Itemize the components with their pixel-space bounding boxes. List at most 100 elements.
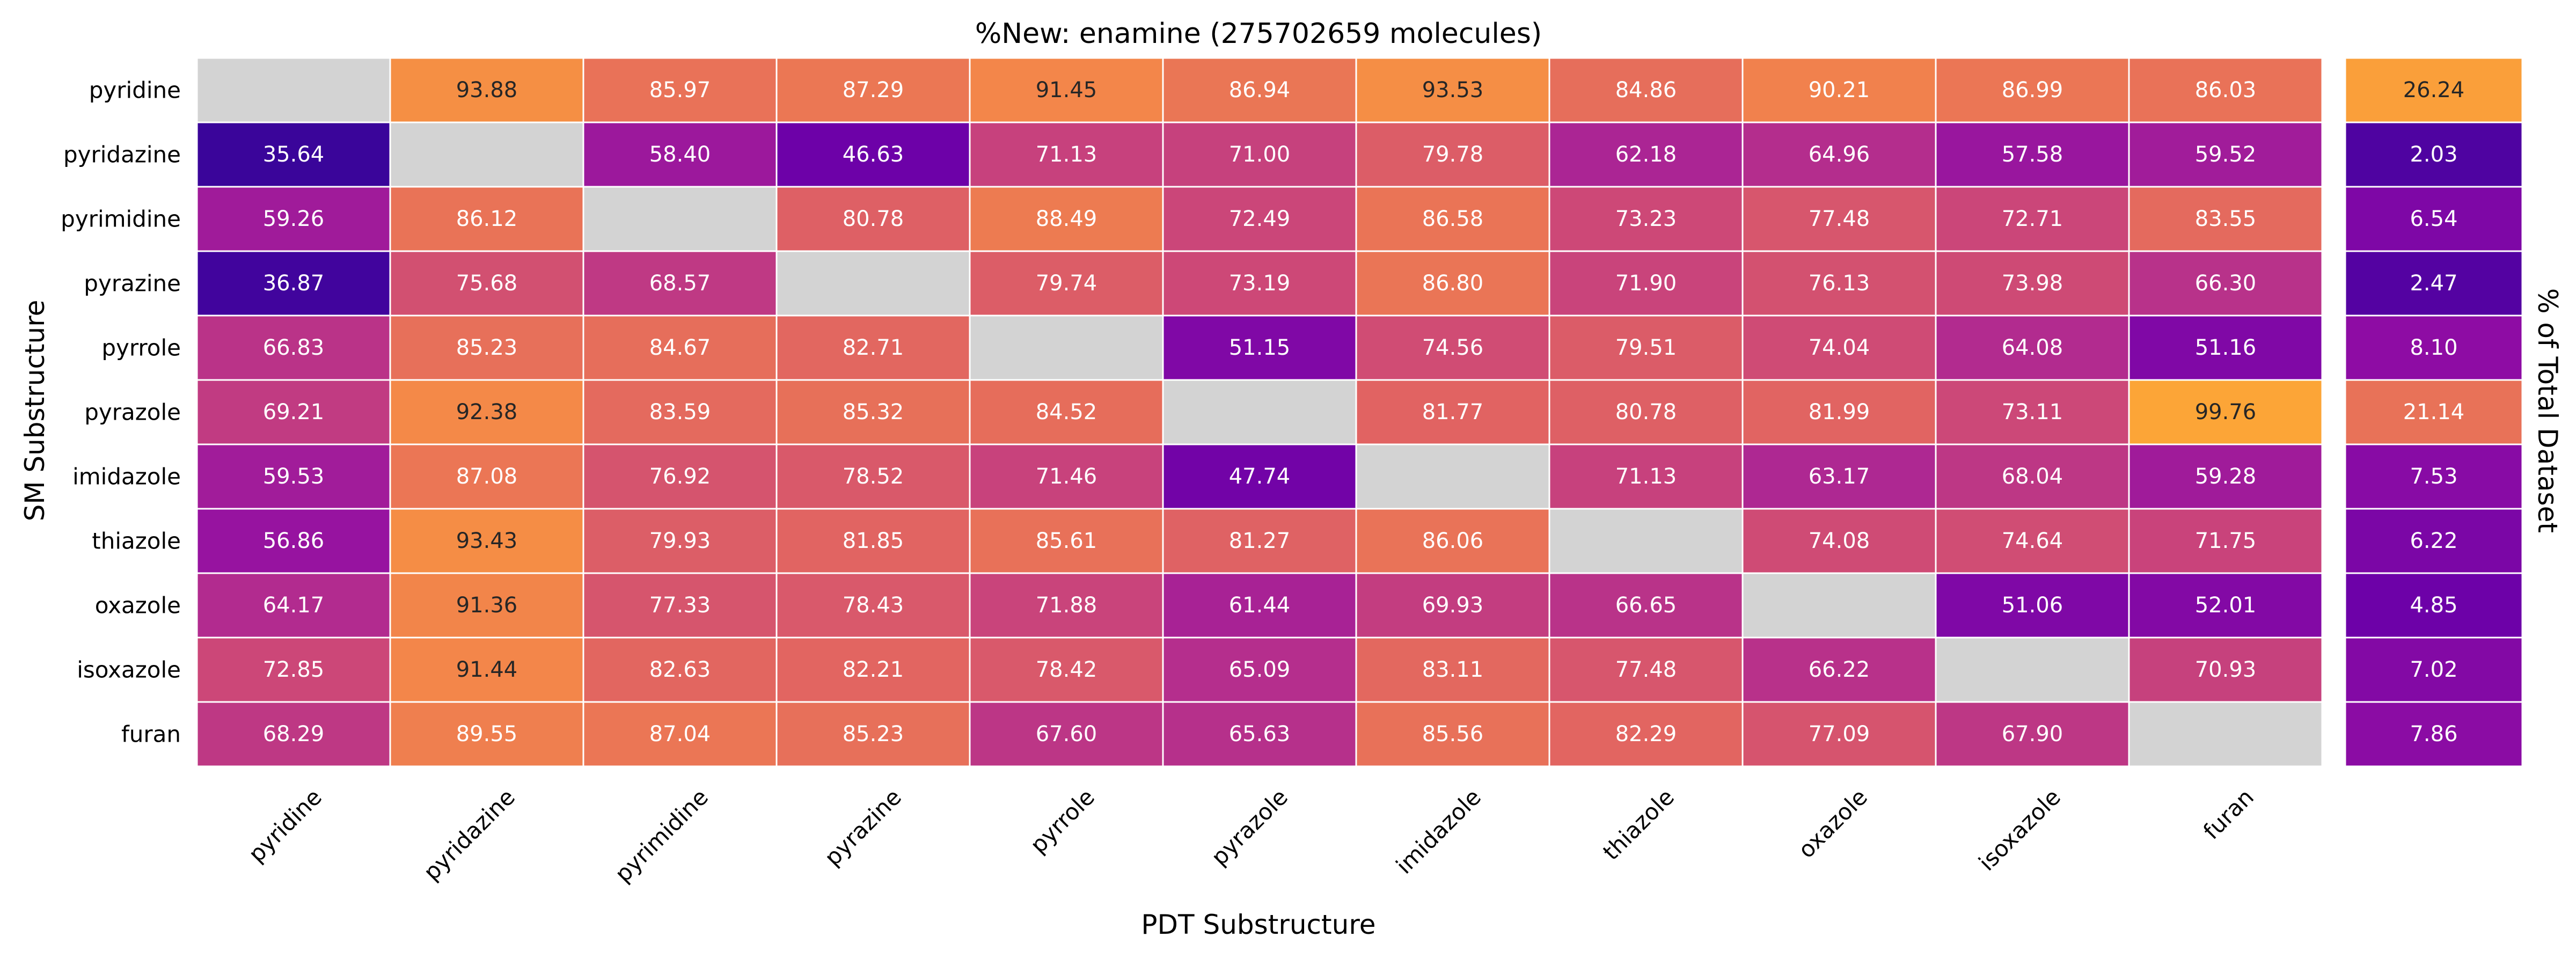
cell-value-label: 82.63 (649, 657, 711, 682)
cell-value-label: 56.86 (263, 529, 325, 553)
column-tick-label: pyrrole (1025, 784, 1100, 858)
cell-value-label: 72.85 (263, 657, 325, 682)
cell-value-label: 77.48 (1615, 657, 1677, 682)
heatmap-cell (775, 636, 971, 703)
cell-value-label: 81.27 (1229, 529, 1291, 553)
cell-value-label: 47.74 (1229, 464, 1291, 489)
column-tick-label: imidazole (1391, 784, 1486, 879)
cell-value-label: 75.68 (456, 271, 518, 296)
heatmap-cell (969, 508, 1164, 574)
heatmap-cell (1741, 508, 1937, 574)
cell-value-label: 64.08 (2002, 335, 2063, 360)
heatmap-cell (1548, 121, 1744, 188)
heatmap-cell (1548, 572, 1744, 639)
cell-value-label: 86.58 (1422, 207, 1484, 231)
side-cell-value-label: 7.53 (2410, 464, 2457, 489)
cell-value-label: 71.13 (1036, 142, 1097, 167)
column-tick-label: pyrimidine (610, 784, 713, 887)
cell-value-label: 82.21 (843, 657, 904, 682)
cell-value-label: 92.38 (456, 400, 518, 425)
row-tick-label: pyrazine (84, 270, 181, 297)
heatmap-cell (1935, 314, 2130, 381)
side-heatmap-cell (2344, 379, 2523, 445)
cell-value-label: 71.88 (1036, 593, 1097, 618)
heatmap-cell (775, 572, 971, 639)
side-cell-value-label: 21.14 (2403, 400, 2465, 425)
side-cell-value-label: 6.54 (2410, 207, 2457, 231)
row-tick-label: furan (121, 721, 181, 748)
cell-value-label: 86.94 (1229, 78, 1291, 103)
heatmap-cell (1355, 572, 1550, 639)
heatmap-cell-missing (1548, 508, 1744, 574)
column-tick-label: pyridazine (419, 784, 521, 885)
heatmap-cell (775, 186, 971, 252)
side-cell-value-label: 4.85 (2410, 593, 2457, 618)
cell-value-label: 71.13 (1615, 464, 1677, 489)
heatmap-cell (1355, 508, 1550, 574)
heatmap-cell (1935, 250, 2130, 317)
heatmap-cell (2128, 508, 2323, 574)
heatmap-cell (196, 443, 391, 510)
side-heatmap-cell (2344, 250, 2523, 317)
heatmap-cell (196, 572, 391, 639)
cell-value-label: 59.26 (263, 207, 325, 231)
cell-value-label: 58.40 (649, 142, 711, 167)
cell-value-label: 68.29 (263, 722, 325, 747)
heatmap-cell (1355, 379, 1550, 445)
cell-value-label: 62.18 (1615, 142, 1677, 167)
cell-value-label: 78.43 (843, 593, 904, 618)
heatmap-cell (1548, 701, 1744, 767)
heatmap-cell (775, 508, 971, 574)
heatmap-cell (2128, 572, 2323, 639)
side-cell-value-label: 8.10 (2410, 335, 2457, 360)
heatmap-cell (1355, 636, 1550, 703)
cell-value-label: 57.58 (2002, 142, 2063, 167)
cell-value-label: 83.55 (2195, 207, 2257, 231)
cell-value-label: 86.03 (2195, 78, 2257, 103)
heatmap-cell (196, 636, 391, 703)
cell-value-label: 78.52 (843, 464, 904, 489)
side-heatmap-column: 26.24 2.03 6.54 2.47 8.10 21.14 7.53 6.22 4.85 7.… (2344, 57, 2523, 767)
cell-value-label: 74.08 (1809, 529, 1870, 553)
cell-value-label: 59.53 (263, 464, 325, 489)
cell-value-label: 65.09 (1229, 657, 1291, 682)
side-heatmap-cell (2344, 572, 2523, 639)
cell-value-label: 83.11 (1422, 657, 1484, 682)
heatmap-cell (1548, 636, 1744, 703)
heatmap-cell (389, 508, 584, 574)
side-cell-value-label: 6.22 (2410, 529, 2457, 553)
column-tick-label: oxazole (1793, 784, 1872, 863)
heatmap-cell (1935, 508, 2130, 574)
cell-value-label: 82.29 (1615, 722, 1677, 747)
heatmap-cell (389, 57, 584, 123)
side-cell-value-label: 7.86 (2410, 722, 2457, 747)
heatmap-cell (1548, 443, 1744, 510)
cell-value-label: 84.52 (1036, 400, 1097, 425)
cell-value-label: 93.53 (1422, 78, 1484, 103)
cell-value-label: 81.77 (1422, 400, 1484, 425)
cell-value-label: 35.64 (263, 142, 325, 167)
column-tick-label: pyridine (243, 784, 327, 867)
heatmap-cell (389, 314, 584, 381)
cell-value-label: 71.00 (1229, 142, 1291, 167)
heatmap-cell-missing (582, 186, 778, 252)
y-axis-label: SM Substructure (19, 300, 50, 522)
heatmap-cell (1741, 636, 1937, 703)
cell-value-label: 67.90 (2002, 722, 2063, 747)
chart-title: %New: enamine (275702659 molecules) (975, 18, 1542, 50)
heatmap-cell (969, 572, 1164, 639)
cell-value-label: 91.36 (456, 593, 518, 618)
cell-value-label: 66.83 (263, 335, 325, 360)
cell-value-label: 85.97 (649, 78, 711, 103)
side-axis-label: % of Total Dataset (2532, 288, 2563, 533)
cell-value-label: 86.99 (2002, 78, 2063, 103)
heatmap-cell (969, 379, 1164, 445)
cell-value-label: 93.88 (456, 78, 518, 103)
cell-value-label: 78.42 (1036, 657, 1097, 682)
cell-value-label: 66.65 (1615, 593, 1677, 618)
cell-value-label: 64.96 (1809, 142, 1870, 167)
main-heatmap-grid: 93.88 85.97 87.29 91.45 86.94 93.53 84.86 90.21… (196, 57, 2323, 767)
cell-value-label: 87.04 (649, 722, 711, 747)
cell-value-label: 70.93 (2195, 657, 2257, 682)
heatmap-cell (389, 701, 584, 767)
